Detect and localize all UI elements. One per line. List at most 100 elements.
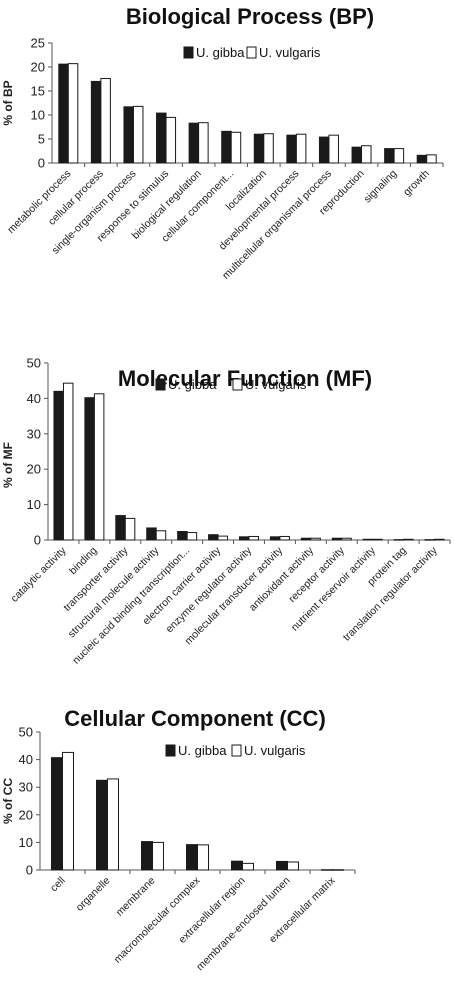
cc-chart-panel: Cellular Component (CC) % of CC 0 10 20 30 40 5… bbox=[0, 700, 454, 992]
cc-y-tick-label: 30 bbox=[19, 780, 33, 795]
bp-bar-vulgaris bbox=[328, 134, 339, 164]
cc-bar-gibba bbox=[186, 844, 198, 871]
mf-bar-gibba bbox=[53, 390, 64, 541]
mf-y-tick-label: 20 bbox=[27, 462, 41, 477]
cc-bar-gibba bbox=[276, 860, 288, 871]
bp-bar-vulgaris bbox=[165, 116, 177, 164]
cc-y-tick-label: 10 bbox=[19, 835, 33, 850]
mf-bar-vulgaris bbox=[124, 517, 136, 541]
cc-y-tick-label: 50 bbox=[19, 725, 33, 740]
mf-bar-gibba bbox=[393, 539, 405, 541]
bp-bar-gibba bbox=[156, 112, 167, 164]
mf-bar-gibba bbox=[362, 538, 374, 541]
mf-bar-gibba bbox=[269, 536, 281, 541]
mf-bar-gibba bbox=[208, 534, 219, 541]
bp-bar-vulgaris bbox=[67, 63, 79, 164]
cc-bar-gibba bbox=[141, 841, 153, 871]
mf-y-tick-label: 50 bbox=[27, 356, 41, 371]
bp-bar-gibba bbox=[286, 134, 297, 164]
bp-bar-gibba bbox=[123, 106, 134, 164]
cc-bar-gibba bbox=[96, 779, 108, 871]
cc-bar-vulgaris bbox=[62, 751, 74, 871]
mf-bar-vulgaris bbox=[155, 530, 167, 541]
mf-legend-label-gibba: U. gibba bbox=[168, 377, 217, 392]
bp-y-tick-label: 0 bbox=[38, 156, 45, 171]
cc-legend-swatch-gibba bbox=[165, 744, 176, 757]
mf-bar-vulgaris bbox=[403, 538, 414, 541]
bp-bar-vulgaris bbox=[132, 105, 144, 164]
cc-category-label: macromolecular complex bbox=[112, 874, 204, 966]
bp-bar-gibba bbox=[318, 136, 330, 164]
cc-category-label: membrane bbox=[114, 875, 158, 919]
mf-bar-gibba bbox=[239, 536, 250, 541]
mf-bar-gibba bbox=[424, 539, 436, 541]
cc-bar-gibba bbox=[231, 860, 243, 871]
mf-chart-panel: Molecular Function (MF)% of MF 0 10 20 30 40 5… bbox=[0, 350, 454, 680]
mf-bar-vulgaris bbox=[310, 537, 321, 541]
bp-bar-gibba bbox=[188, 122, 200, 164]
mf-legend-swatch-vulgaris bbox=[232, 378, 243, 391]
cc-bar-vulgaris bbox=[242, 862, 254, 871]
bp-bar-gibba bbox=[416, 154, 428, 164]
bp-bar-gibba bbox=[90, 80, 102, 164]
bp-y-tick-label: 5 bbox=[38, 132, 45, 147]
bp-legend-swatch-gibba bbox=[183, 46, 194, 59]
bp-category-label: signaling bbox=[361, 168, 399, 206]
cc-category-label: organelle bbox=[74, 875, 113, 914]
cc-chart: Cellular Component (CC) % of CC 0 10 20 30 40 5… bbox=[1, 706, 356, 974]
cc-legend-swatch-vulgaris bbox=[231, 744, 242, 757]
cc-chart-title: Cellular Component (CC) bbox=[64, 706, 326, 731]
cc-y-tick-label: 0 bbox=[26, 863, 33, 878]
cc-legend-label-gibba: U. gibba bbox=[178, 743, 227, 758]
mf-y-tick-label: 10 bbox=[27, 497, 41, 512]
mf-bar-gibba bbox=[177, 531, 188, 541]
bp-legend-label-gibba: U. gibba bbox=[196, 45, 245, 60]
mf-y-tick-label: 30 bbox=[27, 426, 41, 441]
bp-bar-vulgaris bbox=[426, 154, 437, 164]
cc-y-tick-label: 40 bbox=[19, 752, 33, 767]
cc-bar-gibba bbox=[51, 757, 63, 871]
cc-y-axis-label: % of CC bbox=[1, 778, 15, 824]
bp-chart: Biological Process (BP) % of BP 0 5 10 15 20 25… bbox=[1, 4, 444, 282]
bp-bar-gibba bbox=[384, 148, 395, 164]
mf-bar-gibba bbox=[146, 527, 157, 541]
mf-bar-vulgaris bbox=[62, 382, 74, 541]
cc-bar-vulgaris bbox=[332, 869, 344, 871]
mf-bar-vulgaris bbox=[372, 538, 383, 541]
mf-chart: Molecular Function (MF)% of MF0102030405… bbox=[1, 356, 451, 667]
mf-category-label: catalytic activity bbox=[9, 544, 70, 605]
mf-legend-swatch-gibba bbox=[155, 378, 166, 391]
bp-y-tick-label: 25 bbox=[31, 36, 45, 51]
mf-bar-vulgaris bbox=[248, 535, 259, 541]
mf-bar-gibba bbox=[300, 537, 312, 541]
bp-chart-title: Biological Process (BP) bbox=[126, 4, 374, 29]
bp-bar-vulgaris bbox=[198, 122, 209, 164]
bp-y-tick-label: 10 bbox=[31, 108, 45, 123]
mf-bar-vulgaris bbox=[341, 537, 352, 541]
bp-bar-gibba bbox=[253, 133, 265, 164]
mf-bar-gibba bbox=[84, 397, 95, 541]
cc-category-label: membrane-enclosed lumen bbox=[194, 875, 293, 974]
cc-category-label: cell bbox=[48, 875, 68, 895]
bp-bar-vulgaris bbox=[100, 78, 111, 164]
cc-bar-gibba bbox=[321, 869, 333, 871]
mf-legend-label-vulgaris: U. vulgaris bbox=[245, 377, 307, 392]
bp-bar-vulgaris bbox=[263, 133, 274, 164]
mf-bar-gibba bbox=[115, 515, 126, 541]
cc-bar-vulgaris bbox=[107, 778, 119, 871]
bp-bar-vulgaris bbox=[361, 145, 372, 164]
mf-bar-vulgaris bbox=[434, 538, 445, 541]
bp-bar-gibba bbox=[221, 130, 232, 164]
mf-bar-vulgaris bbox=[279, 535, 290, 541]
mf-y-axis-label: % of MF bbox=[1, 442, 15, 488]
mf-bar-vulgaris bbox=[217, 535, 229, 541]
bp-legend-label-vulgaris: U. vulgaris bbox=[259, 45, 321, 60]
bp-y-tick-label: 15 bbox=[31, 84, 45, 99]
cc-bar-vulgaris bbox=[197, 844, 209, 871]
bp-bar-vulgaris bbox=[230, 131, 242, 164]
cc-y-tick-label: 20 bbox=[19, 807, 33, 822]
cc-bar-vulgaris bbox=[287, 861, 299, 871]
mf-bar-vulgaris bbox=[93, 393, 105, 541]
bp-chart-panel: Biological Process (BP) % of BP 0 5 10 15 20 25… bbox=[0, 0, 454, 300]
bp-y-tick-label: 20 bbox=[31, 60, 45, 75]
